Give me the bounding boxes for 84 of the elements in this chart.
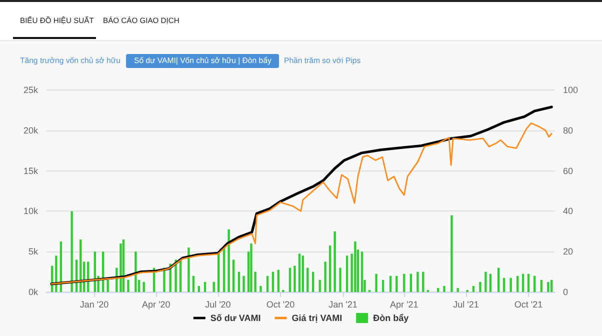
- bar: [55, 256, 58, 292]
- bar: [302, 256, 304, 292]
- bar: [334, 231, 336, 292]
- bar: [389, 276, 392, 292]
- bar: [540, 280, 543, 292]
- bar: [396, 276, 398, 292]
- y-tick-label: 5k: [28, 246, 38, 257]
- x-tick-label: Jul '20: [205, 300, 231, 310]
- bar: [106, 280, 109, 292]
- bar: [328, 246, 332, 292]
- y2-tick-label: 0: [563, 287, 568, 297]
- bar: [134, 252, 137, 292]
- bar: [120, 244, 122, 292]
- y-tick-label: 10k: [23, 206, 38, 216]
- bar: [346, 256, 348, 292]
- x-tick-label: Oct '20: [266, 300, 295, 310]
- x-tick-label: Jul '21: [453, 300, 479, 310]
- y-tick-label: 25k: [23, 85, 38, 95]
- bar: [527, 274, 530, 292]
- bar: [450, 215, 453, 292]
- y2-tick-label: 20: [563, 246, 574, 257]
- bar: [204, 282, 206, 292]
- y-tick-label: 15k: [23, 166, 38, 176]
- bar: [339, 268, 342, 292]
- bar: [547, 282, 550, 292]
- y2-tick-label: 80: [563, 125, 574, 136]
- bar: [288, 268, 292, 292]
- x-tick-label: Apr '20: [142, 300, 170, 310]
- bar: [403, 274, 406, 292]
- bar: [354, 242, 356, 292]
- bar: [312, 272, 314, 292]
- bar: [70, 211, 73, 292]
- bar: [127, 280, 130, 292]
- bar: [272, 272, 274, 292]
- bar: [479, 282, 482, 292]
- bar: [324, 262, 326, 292]
- bar: [489, 274, 492, 292]
- bar: [294, 266, 296, 292]
- bar: [80, 239, 82, 292]
- bar: [522, 274, 524, 292]
- bar: [550, 280, 553, 292]
- x-tick-label: Oct '21: [514, 300, 543, 310]
- bar: [192, 276, 195, 292]
- bar: [260, 286, 262, 292]
- bar: [375, 274, 378, 292]
- y2-tick-label: 40: [563, 206, 574, 216]
- bar: [318, 280, 321, 292]
- y-tick-label: 20k: [23, 125, 38, 136]
- bar: [250, 244, 252, 292]
- bar: [360, 252, 364, 292]
- bar: [534, 276, 536, 292]
- bar: [422, 272, 424, 292]
- bar: [228, 229, 230, 292]
- bar: [266, 276, 269, 292]
- y2-tick-label: 60: [563, 166, 574, 176]
- bar: [306, 268, 309, 292]
- x-tick-label: Jan '21: [328, 300, 358, 310]
- x-tick-label: Jan '20: [80, 300, 109, 310]
- bar: [502, 278, 506, 292]
- bar: [416, 272, 419, 292]
- bar: [298, 254, 301, 292]
- bar: [443, 286, 446, 292]
- legend-label: Số dư VAMI: [210, 313, 261, 323]
- bar: [188, 248, 190, 292]
- bar: [238, 272, 240, 292]
- y-tick-label: 0k: [28, 287, 38, 297]
- bar: [242, 276, 245, 292]
- bar: [497, 268, 500, 292]
- legend-label: Đòn bẩy: [373, 313, 409, 323]
- bar: [456, 288, 459, 292]
- bar: [232, 260, 235, 292]
- bar: [510, 278, 512, 292]
- bar: [198, 286, 200, 292]
- bar: [516, 276, 519, 292]
- bar: [212, 282, 215, 292]
- bar: [472, 286, 475, 292]
- x-tick-label: Apr '21: [390, 300, 418, 310]
- bar: [484, 272, 487, 292]
- bar: [142, 282, 145, 292]
- bar: [277, 270, 280, 292]
- y2-tick-label: 100: [563, 85, 578, 95]
- bar: [410, 274, 412, 292]
- legend-label: Giá trị VAMI: [292, 313, 342, 323]
- bar: [382, 280, 384, 292]
